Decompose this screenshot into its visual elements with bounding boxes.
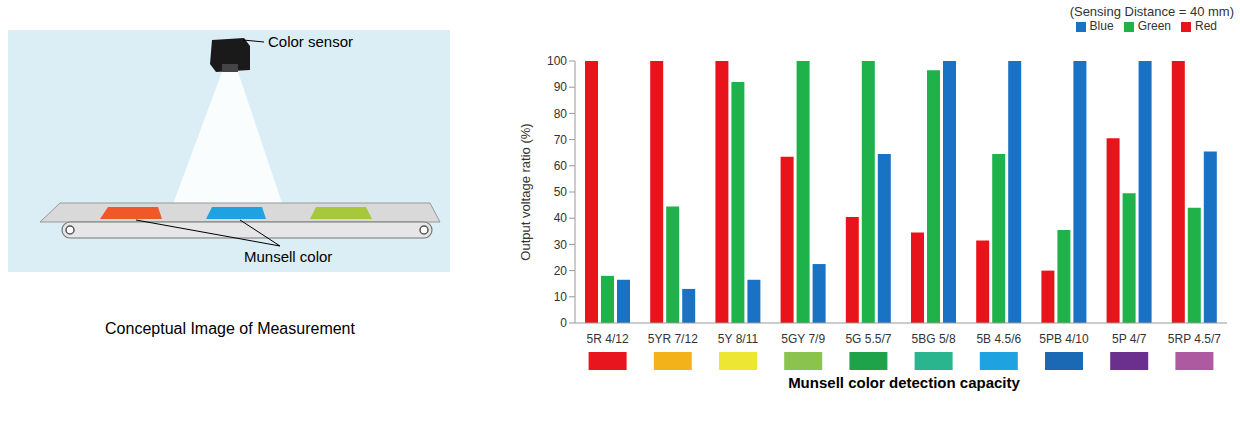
svg-text:Color sensor: Color sensor <box>268 33 353 50</box>
svg-text:70: 70 <box>554 133 568 147</box>
svg-text:5B 4.5/6: 5B 4.5/6 <box>976 332 1021 346</box>
html-text:Munsell color detection capaci: Munsell color detection capacity <box>788 374 1020 391</box>
svg-text:60: 60 <box>554 159 568 173</box>
svg-text:Munsell color: Munsell color <box>244 248 332 265</box>
html-text:Red: Red <box>1195 19 1217 33</box>
svg-text:90: 90 <box>554 80 568 94</box>
svg-text:0: 0 <box>560 316 567 330</box>
svg-text:5P 4/7: 5P 4/7 <box>1112 332 1147 346</box>
svg-text:5BG 5/8: 5BG 5/8 <box>912 332 956 346</box>
svg-text:40: 40 <box>554 211 568 225</box>
svg-text:5Y 8/11: 5Y 8/11 <box>718 332 759 346</box>
svg-text:80: 80 <box>554 107 568 121</box>
svg-text:5G 5.5/7: 5G 5.5/7 <box>845 332 891 346</box>
svg-text:5RP 4.5/7: 5RP 4.5/7 <box>1168 332 1221 346</box>
html-text:Green: Green <box>1137 19 1171 33</box>
svg-text:30: 30 <box>554 238 568 252</box>
svg-text:Output voltage ratio (%): Output voltage ratio (%) <box>518 123 533 260</box>
svg-text:5GY 7/9: 5GY 7/9 <box>781 332 825 346</box>
html-text:Blue: Blue <box>1089 19 1114 33</box>
html-text:Conceptual Image of Measuremen: Conceptual Image of Measurement <box>105 320 355 337</box>
svg-text:5PB 4/10: 5PB 4/10 <box>1039 332 1089 346</box>
svg-text:100: 100 <box>547 54 567 68</box>
svg-text:5YR 7/12: 5YR 7/12 <box>648 332 698 346</box>
svg-text:50: 50 <box>554 185 568 199</box>
svg-text:20: 20 <box>554 264 568 278</box>
svg-text:5R 4/12: 5R 4/12 <box>587 332 629 346</box>
html-text:(Sensing Distance = 40 mm): (Sensing Distance = 40 mm) <box>1069 4 1234 19</box>
svg-text:10: 10 <box>554 290 568 304</box>
